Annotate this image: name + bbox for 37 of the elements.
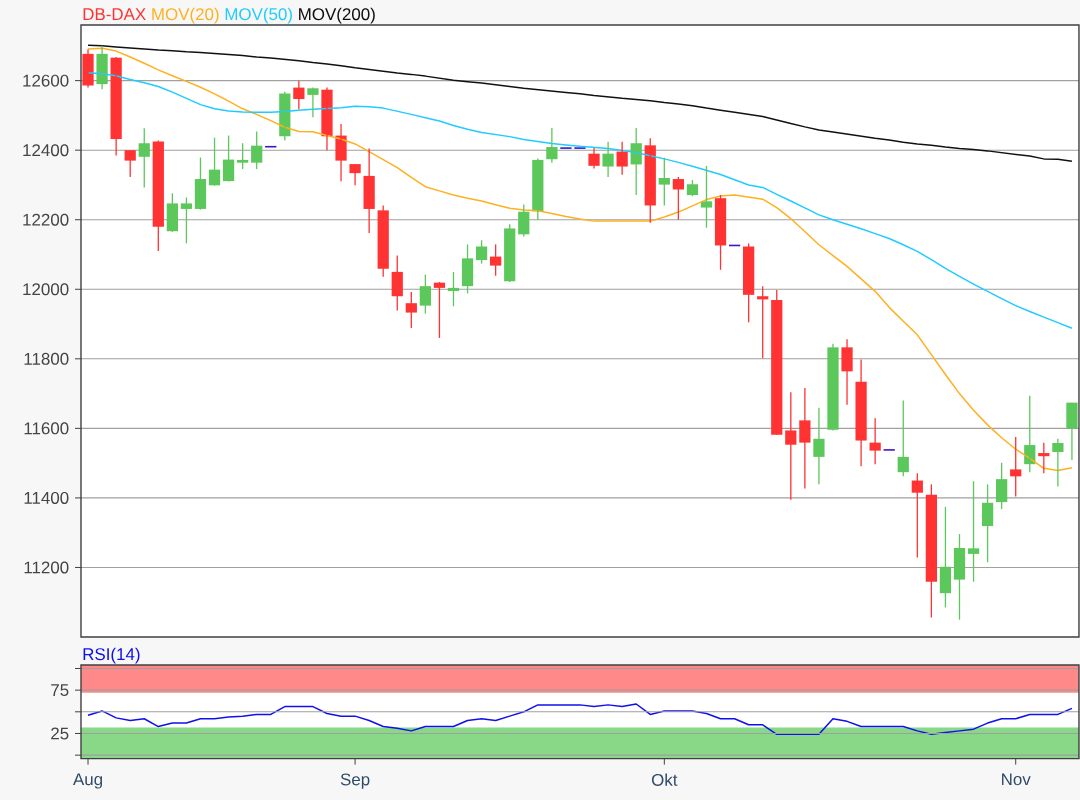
candlestick: [602, 141, 614, 178]
y-tick-label: 75: [51, 684, 69, 697]
candlestick: [264, 145, 278, 148]
candlestick: [827, 343, 839, 432]
candlestick: [180, 196, 193, 245]
x-tick-label: Sep: [340, 773, 370, 789]
candlestick: [967, 480, 980, 583]
text: MOV(200): [299, 7, 375, 24]
candlestick: [237, 142, 249, 170]
candlestick: [124, 149, 136, 178]
y-tick-label: 12400: [23, 144, 69, 157]
candlestick: [419, 274, 431, 315]
candlestick: [377, 204, 389, 278]
candlestick: [785, 391, 797, 501]
candlestick: [152, 139, 164, 252]
x-tick-label: Nov: [1002, 773, 1031, 786]
y-tick-label: 11400: [24, 491, 69, 504]
candlestick: [405, 291, 417, 329]
y-tick-label: 11800: [24, 352, 69, 365]
candlestick: [953, 533, 966, 621]
y-tick-label: 12200: [23, 213, 69, 226]
candlestick: [700, 165, 713, 229]
x-tick-label: Aug: [72, 773, 102, 789]
text: MOV(20): [152, 7, 219, 24]
y-tick-label: 25: [51, 727, 69, 740]
y-tick-label: 11200: [24, 561, 69, 574]
y-tick-label: 12000: [23, 283, 69, 296]
candlestick: [1010, 436, 1022, 498]
y-tick-label: 11600: [24, 422, 69, 435]
candlestick: [307, 86, 319, 118]
series-label: DB-DAX: [83, 8, 146, 20]
y-tick-label: 12600: [23, 74, 69, 87]
x-tick-label: Okt: [651, 773, 678, 786]
text: RSI(14): [83, 647, 140, 664]
text: MOV(50): [225, 7, 292, 24]
candlestick: [658, 157, 670, 207]
candlestick: [138, 127, 150, 189]
